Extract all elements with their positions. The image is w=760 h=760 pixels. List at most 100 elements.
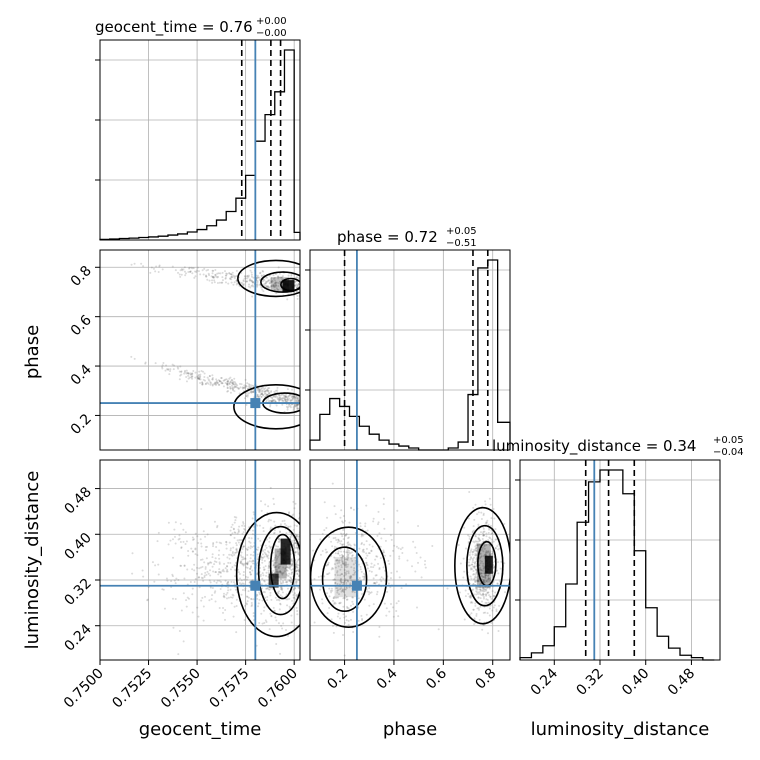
sample-point [293, 395, 296, 398]
sample-point [281, 397, 284, 400]
sample-point [242, 531, 245, 534]
sample-point [197, 270, 200, 273]
sample-point [281, 572, 284, 575]
sample-point [191, 536, 194, 539]
sample-point [470, 567, 473, 570]
sample-point [261, 556, 264, 559]
sample-point [262, 394, 265, 397]
sample-point [342, 555, 345, 558]
sample-point [185, 599, 188, 602]
sample-point [389, 534, 392, 537]
sample-point [233, 377, 236, 380]
sample-point [293, 524, 296, 527]
sample-point [244, 557, 247, 560]
sample-point [174, 598, 177, 601]
sample-point [333, 595, 336, 598]
sample-point [185, 605, 188, 608]
sample-point [336, 574, 339, 577]
sample-point [374, 574, 377, 577]
sample-point [350, 557, 353, 560]
sample-point [250, 271, 253, 274]
sample-point [334, 596, 337, 599]
sample-point [375, 555, 378, 558]
sample-point [222, 595, 225, 598]
sample-point [233, 515, 236, 518]
sample-point [280, 624, 283, 627]
sample-point [342, 543, 345, 546]
sample-point [290, 534, 293, 537]
sample-point [484, 553, 487, 556]
sample-point [288, 567, 291, 570]
sample-point [360, 543, 363, 546]
sample-point [286, 634, 289, 637]
sample-point [166, 368, 169, 371]
sample-point [272, 564, 275, 567]
sample-point [243, 527, 246, 530]
sample-point [326, 516, 329, 519]
sample-point [349, 582, 352, 585]
sample-point [478, 568, 481, 571]
sample-point [475, 590, 478, 593]
sample-point [386, 590, 389, 593]
sample-point [274, 284, 277, 287]
sample-point [161, 364, 164, 367]
sample-point [269, 612, 272, 615]
sample-point [278, 398, 281, 401]
sample-point [179, 365, 182, 368]
sample-point [295, 544, 298, 547]
sample-point [288, 605, 291, 608]
sample-point [194, 275, 197, 278]
sample-point [510, 593, 512, 595]
sample-point [337, 552, 340, 555]
sample-point [292, 407, 295, 410]
sample-point [191, 372, 194, 375]
sample-point [296, 610, 299, 613]
sample-point [233, 531, 236, 534]
sample-point [278, 571, 281, 574]
sample-point [238, 382, 241, 385]
sample-point [130, 355, 133, 358]
sample-point [333, 563, 336, 566]
sample-point [405, 583, 408, 586]
sample-point [194, 532, 197, 535]
sample-point [191, 375, 194, 378]
sample-point [417, 561, 420, 564]
sample-point [277, 284, 280, 287]
sample-point [336, 582, 339, 585]
sample-point [156, 540, 159, 543]
sample-point [201, 577, 204, 580]
sample-point [295, 582, 298, 585]
sample-point [265, 285, 268, 288]
sample-point [392, 606, 395, 609]
sample-point [200, 599, 203, 602]
sample-point [285, 405, 288, 408]
sample-point [178, 370, 181, 373]
sample-point [242, 545, 245, 548]
sample-point [482, 555, 485, 558]
sample-point [278, 396, 281, 399]
sample-point [373, 581, 376, 584]
sample-point [330, 568, 333, 571]
sample-point [292, 568, 295, 571]
sample-point [482, 564, 485, 567]
sample-point [489, 550, 492, 553]
sample-point [252, 554, 255, 557]
sample-point [291, 562, 294, 565]
sample-point [273, 558, 276, 561]
sample-point [477, 579, 480, 582]
sample-point [256, 280, 259, 283]
sample-point [248, 537, 251, 540]
sample-point [483, 624, 486, 627]
sample-point [252, 276, 255, 279]
sample-point [358, 547, 361, 550]
sample-point [235, 516, 238, 519]
sample-point [339, 568, 342, 571]
sample-point [296, 573, 299, 576]
sample-point [216, 579, 219, 582]
sample-point [481, 589, 484, 592]
sample-point [279, 594, 282, 597]
sample-point [222, 568, 225, 571]
sample-point [486, 519, 489, 522]
sample-point [285, 395, 288, 398]
